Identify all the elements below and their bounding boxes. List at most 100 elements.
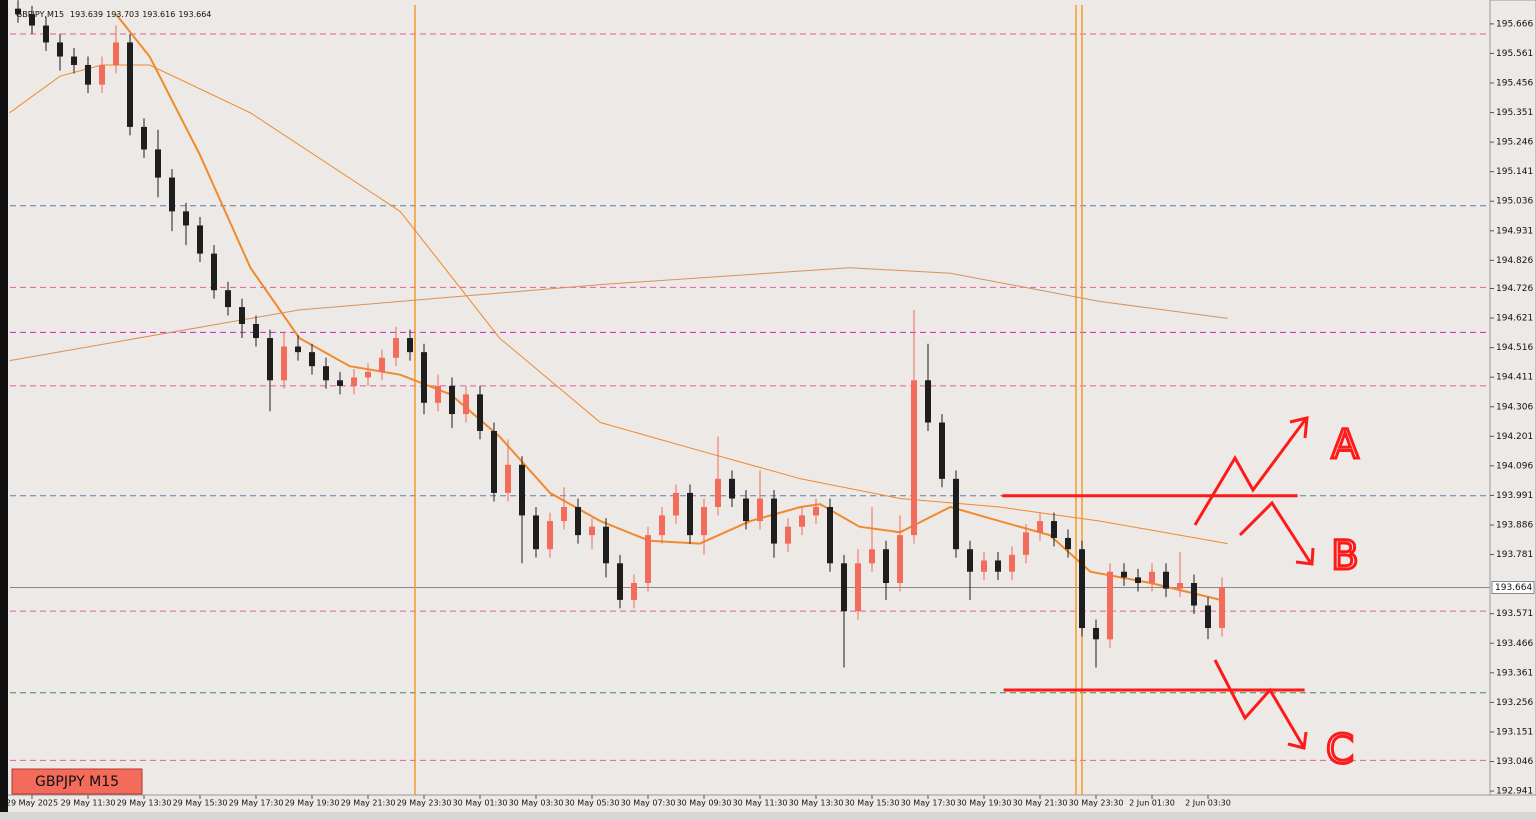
y-tick-label: 195.561 <box>1496 49 1533 59</box>
candle-body <box>421 352 427 403</box>
candle-body <box>141 126 147 150</box>
candle-body <box>407 338 413 353</box>
candle-body <box>813 506 819 516</box>
candle-body <box>841 563 847 612</box>
candle-body <box>449 385 455 415</box>
y-tick-label: 194.726 <box>1496 284 1533 294</box>
y-tick-label: 193.466 <box>1496 639 1533 649</box>
candle-body <box>295 346 301 353</box>
candle-body <box>183 211 189 226</box>
candle-body <box>1205 605 1211 629</box>
x-tick-label: 30 May 15:30 <box>845 799 900 808</box>
candle-body <box>85 64 91 85</box>
x-tick-label: 30 May 21:30 <box>1013 799 1068 808</box>
candle-body <box>169 177 175 212</box>
x-tick-label: 30 May 11:30 <box>733 799 788 808</box>
candle-body <box>827 506 833 564</box>
moving-average <box>115 13 1221 601</box>
moving-average <box>9 64 1228 545</box>
x-tick-label: 29 May 2025 <box>6 799 58 808</box>
candle-body <box>575 506 581 536</box>
candle-body <box>631 583 637 600</box>
y-tick-label: 194.516 <box>1496 343 1533 353</box>
candle-body <box>771 498 777 544</box>
candle-body <box>799 515 805 527</box>
candle-body <box>15 8 21 15</box>
y-tick-label: 195.036 <box>1496 197 1533 207</box>
current-price-label: 193.664 <box>1495 583 1532 593</box>
candle-body <box>1163 571 1169 589</box>
y-tick-label: 194.621 <box>1496 314 1533 324</box>
label-a: A <box>1331 422 1359 468</box>
x-tick-label: 29 May 11:30 <box>61 799 116 808</box>
annotation-layer: A B C GBPJPY M15 GBPJPY,M15 193.639 193.70… <box>11 10 1535 795</box>
high-price: 193.703 <box>106 10 139 19</box>
candle-body <box>267 338 273 381</box>
candle-body <box>477 394 483 431</box>
candle-body <box>1065 537 1071 550</box>
y-tick-label: 195.456 <box>1496 78 1533 88</box>
tab-bar <box>0 812 1536 820</box>
candle-body <box>281 346 287 381</box>
candle-body <box>1177 583 1183 589</box>
x-tick-label: 29 May 19:30 <box>285 799 340 808</box>
candle-body <box>29 14 35 26</box>
candle-body <box>71 56 77 65</box>
candle-body <box>1121 571 1127 578</box>
candle-body <box>1219 587 1225 629</box>
symbol-info: GBPJPY,M15 193.639 193.703 193.616 193.664 <box>16 10 211 19</box>
y-tick-label: 194.411 <box>1496 373 1533 383</box>
candle-body <box>1135 577 1141 584</box>
candle-body <box>603 526 609 564</box>
candle-body <box>253 323 259 339</box>
label-b: B <box>1331 533 1358 579</box>
y-tick-label: 192.941 <box>1496 787 1533 797</box>
label-c: C <box>1326 727 1354 773</box>
candle-body <box>435 385 441 403</box>
candle-body <box>1023 532 1029 555</box>
candle-body <box>617 563 623 600</box>
candle-body <box>197 225 203 254</box>
x-tick-label: 2 Jun 03:30 <box>1185 799 1231 808</box>
x-tick-label: 30 May 05:30 <box>565 799 620 808</box>
x-tick-label: 29 May 15:30 <box>173 799 228 808</box>
candle-body <box>505 464 511 493</box>
candle-body <box>533 515 539 550</box>
low-price: 193.616 <box>142 10 175 19</box>
x-tick-label: 29 May 17:30 <box>229 799 284 808</box>
candle-body <box>1009 554 1015 572</box>
x-tick-label: 30 May 09:30 <box>677 799 732 808</box>
y-tick-label: 193.046 <box>1496 757 1533 767</box>
candle-body <box>897 535 903 584</box>
x-tick-label: 30 May 17:30 <box>901 799 956 808</box>
candle-body <box>1037 521 1043 533</box>
candle-body <box>1093 628 1099 640</box>
y-tick-label: 193.991 <box>1496 491 1533 501</box>
candle-body <box>323 366 329 381</box>
marks-layer <box>9 0 1228 668</box>
candle-body <box>113 42 119 65</box>
candle-body <box>127 42 133 127</box>
candle-body <box>379 357 385 372</box>
x-tick-label: 29 May 23:30 <box>397 799 452 808</box>
x-tick-label: 29 May 21:30 <box>341 799 396 808</box>
x-tick-label: 30 May 19:30 <box>957 799 1012 808</box>
candle-body <box>687 492 693 536</box>
x-tick-label: 30 May 07:30 <box>621 799 676 808</box>
candle-body <box>547 521 553 550</box>
y-tick-label: 193.571 <box>1496 609 1533 619</box>
y-tick-label: 193.781 <box>1496 550 1533 560</box>
x-tick-label: 30 May 23:30 <box>1069 799 1124 808</box>
candle-body <box>225 290 231 308</box>
candle-body <box>729 478 735 499</box>
candle-body <box>673 492 679 516</box>
x-tick-label: 29 May 13:30 <box>117 799 172 808</box>
candle-body <box>1107 571 1113 640</box>
y-tick-label: 194.306 <box>1496 402 1533 412</box>
candle-body <box>967 549 973 572</box>
candle-body <box>757 498 763 522</box>
candle-body <box>645 535 651 584</box>
candle-body <box>239 307 245 324</box>
